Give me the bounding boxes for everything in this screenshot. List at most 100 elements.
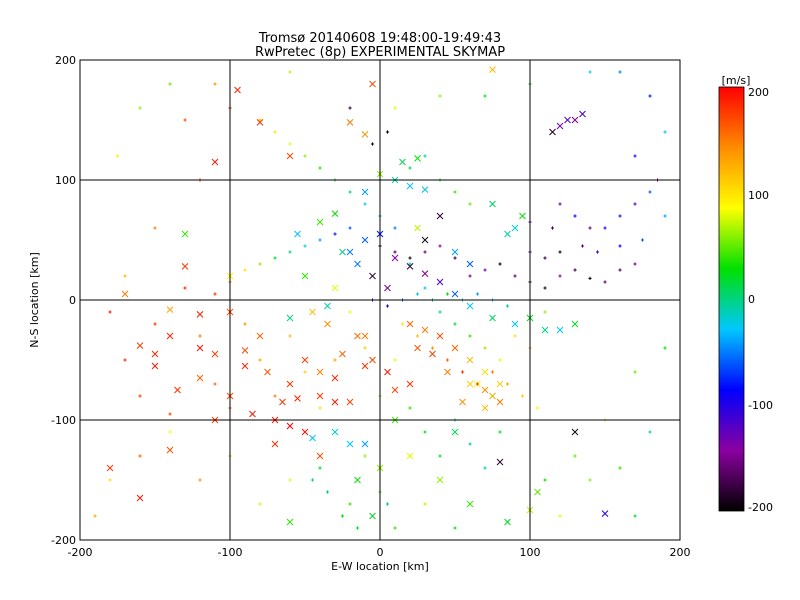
scatter-point-cross xyxy=(511,224,519,232)
x-axis-label: E-W location [km] xyxy=(331,560,429,573)
scatter-point-cross xyxy=(579,110,586,118)
scatter-point-plus xyxy=(438,454,442,458)
scatter-point-cross xyxy=(459,398,466,406)
scatter-point-cross xyxy=(369,272,376,280)
scatter-point-cross xyxy=(451,290,459,298)
scatter-point-plus xyxy=(505,304,510,308)
scatter-point-plus xyxy=(138,106,142,110)
scatter-point-plus xyxy=(483,346,487,350)
scatter-point-cross xyxy=(361,236,369,244)
scatter-point-plus xyxy=(108,478,112,482)
scatter-point-plus xyxy=(595,250,600,254)
scatter-point-plus xyxy=(273,394,277,398)
scatter-point-plus xyxy=(348,310,352,314)
scatter-point-cross xyxy=(399,158,406,166)
scatter-point-plus xyxy=(438,310,442,314)
scatter-point-plus xyxy=(318,466,322,470)
scatter-point-cross xyxy=(316,452,324,460)
x-tick-label: -200 xyxy=(68,546,93,559)
scatter-point-plus xyxy=(93,514,97,518)
scatter-point-plus xyxy=(535,406,540,410)
scatter-point-plus xyxy=(423,250,427,254)
scatter-point-plus xyxy=(213,382,217,386)
scatter-point-cross xyxy=(331,374,339,382)
scatter-point-plus xyxy=(588,478,592,482)
scatter-point-plus xyxy=(633,262,637,266)
scatter-point-cross xyxy=(549,128,556,136)
scatter-point-cross xyxy=(369,80,376,88)
scatter-point-plus xyxy=(385,502,390,506)
scatter-point-cross xyxy=(354,332,361,340)
scatter-point-plus xyxy=(183,286,187,290)
scatter-point-plus xyxy=(423,502,427,506)
scatter-point-cross xyxy=(451,428,459,436)
scatter-point-cross xyxy=(316,392,324,400)
scatter-point-plus xyxy=(513,334,517,338)
scatter-point-cross xyxy=(286,380,294,388)
scatter-point-plus xyxy=(243,268,247,272)
scatter-point-plus xyxy=(318,166,322,170)
scatter-point-plus xyxy=(348,190,352,194)
y-tick-label: 0 xyxy=(69,294,76,307)
scatter-point-plus xyxy=(475,382,480,386)
scatter-point-plus xyxy=(243,322,247,326)
scatter-point-plus xyxy=(168,430,172,434)
y-tick-label: -100 xyxy=(51,414,76,427)
scatter-point-cross xyxy=(534,488,541,496)
scatter-point-plus xyxy=(498,430,502,434)
scatter-point-cross xyxy=(421,270,429,277)
scatter-point-plus xyxy=(348,106,352,110)
scatter-point-cross xyxy=(466,356,474,364)
scatter-point-cross xyxy=(421,186,429,193)
scatter-point-cross xyxy=(481,404,489,412)
scatter-point-plus xyxy=(633,202,637,206)
scatter-point-cross xyxy=(174,386,181,394)
scatter-point-cross xyxy=(444,368,451,376)
scatter-point-plus xyxy=(573,214,577,218)
scatter-point-cross xyxy=(309,434,316,442)
scatter-point-cross xyxy=(504,230,511,238)
scatter-point-plus xyxy=(415,292,420,296)
scatter-point-plus xyxy=(348,226,352,230)
scatter-point-cross xyxy=(339,248,346,256)
x-tick-label: 200 xyxy=(670,546,691,559)
chart-subtitle: RwPretec (8p) EXPERIMENTAL SKYMAP xyxy=(255,45,505,60)
scatter-point-cross xyxy=(571,428,579,436)
scatter-point-plus xyxy=(468,442,472,446)
colorbar xyxy=(718,86,745,512)
scatter-point-plus xyxy=(123,358,127,362)
scatter-point-plus xyxy=(498,262,502,266)
scatter-point-cross xyxy=(361,332,369,340)
scatter-point-plus xyxy=(483,466,487,470)
scatter-point-plus xyxy=(408,256,412,260)
scatter-point-plus xyxy=(138,394,142,398)
scatter-point-cross xyxy=(151,350,159,358)
scatter-point-plus xyxy=(648,430,652,434)
scatter-point-cross xyxy=(346,398,354,406)
scatter-point-plus xyxy=(505,382,510,386)
scatter-point-cross xyxy=(294,395,301,402)
scatter-point-cross xyxy=(346,119,354,126)
scatter-point-plus xyxy=(393,226,397,230)
scatter-point-cross xyxy=(264,368,271,376)
colorbar-tick-label: -100 xyxy=(748,399,773,412)
scatter-point-cross xyxy=(436,212,444,220)
scatter-point-cross xyxy=(166,306,174,313)
scatter-point-plus xyxy=(355,526,360,530)
scatter-point-plus xyxy=(108,310,112,314)
scatter-point-plus xyxy=(325,490,330,494)
scatter-point-plus xyxy=(258,358,262,362)
scatter-point-cross xyxy=(406,320,414,328)
scatter-point-cross xyxy=(286,422,294,430)
scatter-point-cross xyxy=(481,386,489,394)
scatter-point-plus xyxy=(640,238,645,242)
y-tick-labels: -200 -100 0 100 200 xyxy=(51,54,76,547)
scatter-point-cross xyxy=(316,368,324,376)
scatter-point-plus xyxy=(288,250,292,254)
scatter-point-plus xyxy=(490,370,495,374)
scatter-point-cross xyxy=(391,386,399,394)
scatter-point-cross xyxy=(256,119,264,126)
scatter-point-cross xyxy=(346,440,354,448)
scatter-point-cross xyxy=(406,263,414,270)
scatter-point-plus xyxy=(423,286,427,290)
